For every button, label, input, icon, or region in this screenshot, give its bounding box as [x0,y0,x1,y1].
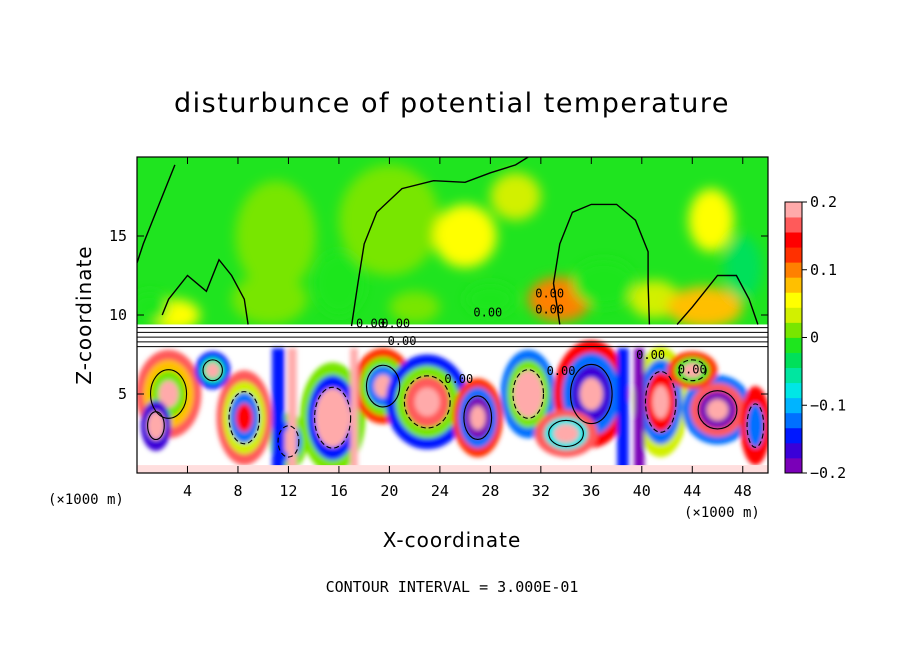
surface-strip [137,465,768,473]
x-tick-label: 44 [683,482,701,500]
colorbar-swatch [785,307,802,323]
x-tick-label: 16 [330,482,348,500]
x-tick-label: 4 [183,482,192,500]
contour-label: 0.00 [388,334,417,348]
colorbar-tick-label: −0.1 [810,396,846,414]
x-axis-label: X-coordinate [383,528,522,552]
colorbar-swatch [785,427,802,444]
x-unit-left: (×1000 m) [48,492,124,508]
contour-label: 0.00 [356,317,385,331]
contour-label: 0.00 [678,362,707,376]
contour-label: 0.00 [547,364,576,378]
x-tick-label: 36 [582,482,600,500]
x-tick-label: 28 [481,482,499,500]
y-tick-label: 15 [109,227,127,245]
colorbar-swatch [785,292,802,308]
heatmap-field: 0.000.000.000.000.000.000.000.000.000.00 [137,157,768,473]
x-axis: 4 8 12 16 20 24 28 32 36 40 44 48 [183,157,752,500]
upper-anomalies [137,164,762,331]
contour-lines [137,157,768,348]
colorbar-swatch [785,232,802,248]
x-unit-right: (×1000 m) [684,505,760,521]
colorbar-swatch [785,262,802,278]
colorbar-swatch [785,202,802,218]
colorbar-tick-label: 0 [810,329,819,347]
x-tick-label: 20 [380,482,398,500]
contour-loops [147,359,765,458]
colorbar-swatch [785,322,802,338]
y-axis-label: Z-coordinate [72,245,96,384]
x-tick-label: 32 [532,482,550,500]
contour-label: 0.00 [473,306,502,320]
colorbar-swatch [785,337,802,353]
colorbar-swatch [785,442,802,459]
x-tick-label: 48 [734,482,752,500]
colorbar-swatch [785,397,802,414]
x-tick-label: 8 [233,482,242,500]
chart-title: disturbunce of potential temperature [174,88,730,119]
contour-label: 0.00 [535,302,564,316]
contour-interval-note: CONTOUR INTERVAL = 3.000E-01 [326,578,579,596]
lower-anomalies [137,340,768,473]
colorbar-swatch [785,352,802,369]
colorbar-swatch [785,367,802,384]
colorbar-swatch [785,247,802,263]
contour-label: 0.00 [636,348,665,362]
contour-label-group: 0.000.000.000.000.000.000.000.000.000.00 [356,287,707,386]
colorbar: 0.2 0.1 0 −0.1 −0.2 [784,193,846,482]
y-tick-label: 5 [118,385,127,403]
colorbar-tick-label: −0.2 [810,464,846,482]
colorbar-swatch [785,457,802,474]
contour-label: 0.00 [381,317,410,331]
colorbar-tick-label: 0.1 [810,261,837,279]
y-axis: 5 10 15 [109,227,768,403]
x-tick-label: 40 [633,482,651,500]
colorbar-tick-label: 0.2 [810,193,837,211]
colorbar-swatch [785,277,802,293]
contour-label: 0.00 [535,287,564,301]
contour-label: 0.00 [444,372,473,386]
colorbar-swatch [785,412,802,429]
colorbar-swatch [785,217,802,233]
x-tick-label: 24 [431,482,449,500]
y-tick-label: 10 [109,306,127,324]
x-tick-label: 12 [279,482,297,500]
colorbar-swatch [785,382,802,399]
